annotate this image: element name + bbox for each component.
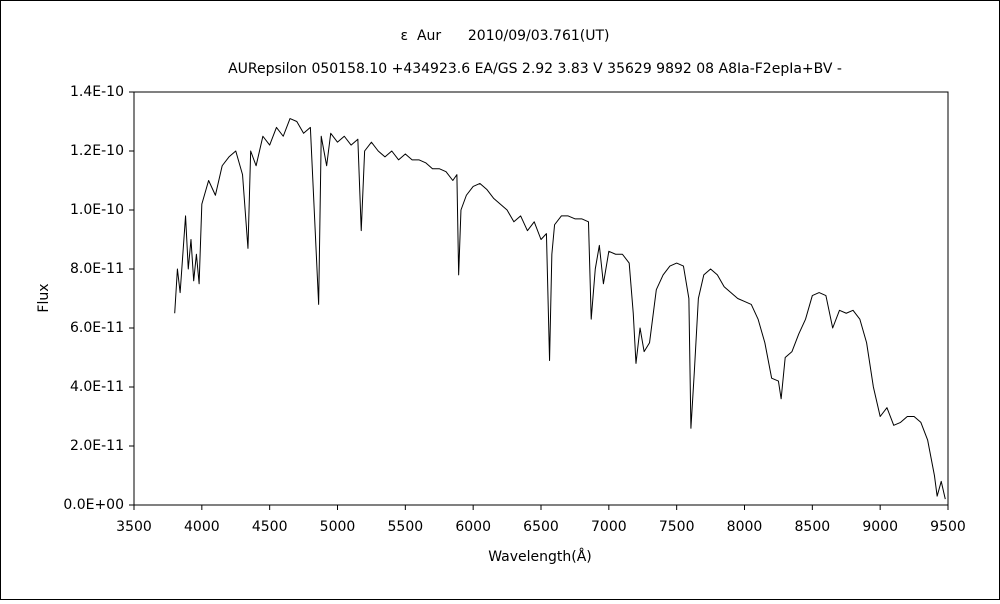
y-tick-label: 2.0E-11	[70, 438, 124, 454]
x-tick-label: 9500	[930, 519, 966, 535]
x-tick-label: 9000	[862, 519, 898, 535]
y-tick-label: 8.0E-11	[70, 261, 124, 277]
x-tick-label: 4500	[252, 519, 288, 535]
x-tick-label: 8500	[795, 519, 831, 535]
x-tick-label: 5000	[320, 519, 356, 535]
y-axis-label: Flux	[36, 283, 52, 312]
plot-area	[133, 91, 949, 506]
y-tick-label: 1.2E-10	[70, 143, 124, 159]
y-tick-label: 1.4E-10	[70, 84, 124, 100]
y-tick-label: 4.0E-11	[70, 379, 124, 395]
chart-title: ε Aur 2010/09/03.761(UT)	[401, 28, 610, 44]
chart-subtitle: AURepsilon 050158.10 +434923.6 EA/GS 2.9…	[228, 61, 842, 77]
x-tick-label: 7500	[659, 519, 695, 535]
y-tick-label: 0.0E+00	[63, 497, 124, 513]
x-tick-label: 6500	[523, 519, 559, 535]
x-tick-label: 4000	[184, 519, 220, 535]
y-tick-label: 1.0E-10	[70, 202, 124, 218]
x-axis-label: Wavelength(Å)	[488, 548, 592, 565]
spectrum-line	[174, 118, 946, 500]
x-tick-label: 5500	[388, 519, 424, 535]
x-tick-label: 3500	[116, 519, 152, 535]
x-tick-label: 8000	[727, 519, 763, 535]
y-tick-label: 6.0E-11	[70, 320, 124, 336]
x-tick-label: 7000	[591, 519, 627, 535]
x-tick-label: 6000	[455, 519, 491, 535]
